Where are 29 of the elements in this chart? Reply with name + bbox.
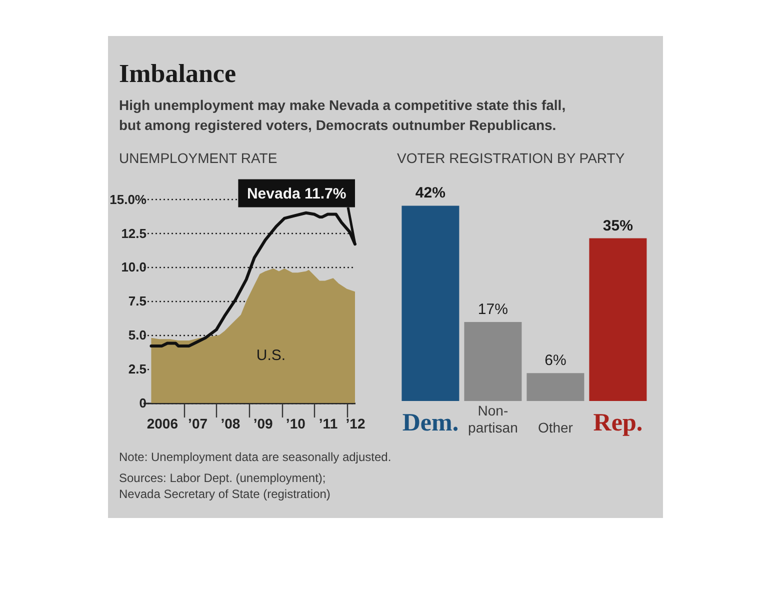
x-tick-label: ’12: [346, 416, 366, 432]
x-tick-label: Dem.: [402, 410, 459, 436]
text: High unemployment may make Nevada a competitive state this fall, but among registered voters, Democrats outnumber Republicans.: [119, 97, 566, 133]
text: Note: Unemployment data are seasonally adjusted.: [119, 450, 392, 464]
y-tick-label: 5.0: [128, 328, 146, 343]
y-tick-label: 7.5: [128, 294, 146, 309]
x-tick-label: Non-partisan: [468, 402, 518, 436]
data-label: 42%: [415, 184, 446, 202]
x-tick-label: Rep.: [593, 410, 643, 436]
x-tick-label: ’07: [188, 416, 208, 432]
x-tick-label: ’10: [286, 416, 306, 432]
chart-title: UNEMPLOYMENT RATE: [119, 150, 278, 166]
x-tick-label: ’09: [253, 416, 274, 432]
data-label: 35%: [602, 217, 633, 234]
source-note: Sources: Labor Dept. (unemployment); Nevada Secretary of State (registration): [119, 471, 330, 501]
chart-title: VOTER REGISTRATION BY PARTY: [397, 150, 626, 166]
y-tick-label: 2.5: [128, 362, 146, 377]
x-tick-label: 2006: [146, 416, 178, 432]
text: Imbalance: [119, 59, 236, 88]
y-tick-label: 10.0: [121, 260, 146, 275]
series-label: U.S.: [256, 347, 286, 364]
x-tick-label: Other: [538, 420, 574, 436]
annotation: Nevada 11.7%: [246, 185, 346, 202]
x-tick-label: ’11: [318, 416, 338, 432]
y-tick-label: 12.5: [121, 226, 146, 241]
data-label: 17%: [478, 300, 508, 318]
x-tick-label: ’08: [220, 416, 240, 432]
data-label: 6%: [544, 352, 566, 370]
y-tick-label: 15.0%: [110, 192, 147, 207]
